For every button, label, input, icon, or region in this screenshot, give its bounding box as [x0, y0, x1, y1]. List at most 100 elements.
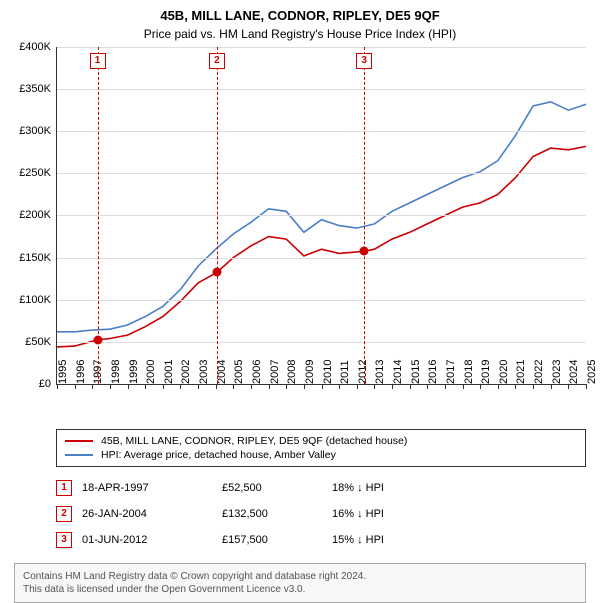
x-axis-label: 1997 [88, 359, 104, 383]
sale-price: £52,500 [222, 482, 322, 494]
x-axis-label: 1995 [53, 359, 69, 383]
footer-attribution: Contains HM Land Registry data © Crown c… [14, 563, 586, 603]
x-axis-label: 2007 [265, 359, 281, 383]
chart-title: 45B, MILL LANE, CODNOR, RIPLEY, DE5 9QF [0, 0, 600, 25]
sale-date: 01-JUN-2012 [82, 534, 212, 546]
gridline-h [57, 131, 586, 132]
y-axis-label: £100K [19, 294, 57, 306]
series-line-property [57, 146, 586, 347]
x-tick [57, 384, 58, 389]
y-axis-label: £250K [19, 167, 57, 179]
x-axis-label: 2021 [511, 359, 527, 383]
x-tick [92, 384, 93, 389]
y-axis-label: £50K [25, 336, 57, 348]
x-tick [586, 384, 587, 389]
x-axis-label: 2001 [159, 359, 175, 383]
x-axis-label: 2016 [423, 359, 439, 383]
gridline-h [57, 258, 586, 259]
legend-item: 45B, MILL LANE, CODNOR, RIPLEY, DE5 9QF … [65, 434, 577, 448]
x-tick [374, 384, 375, 389]
x-tick [233, 384, 234, 389]
sale-marker-dot [212, 268, 221, 277]
x-tick [480, 384, 481, 389]
x-axis-label: 2017 [441, 359, 457, 383]
x-axis-label: 2000 [141, 359, 157, 383]
series-line-hpi [57, 102, 586, 332]
x-axis-label: 2022 [529, 359, 545, 383]
x-axis-label: 2019 [476, 359, 492, 383]
x-tick [110, 384, 111, 389]
sale-marker-box: 1 [56, 480, 72, 496]
legend-label: 45B, MILL LANE, CODNOR, RIPLEY, DE5 9QF … [101, 435, 407, 447]
legend-swatch-hpi [65, 454, 93, 456]
x-axis-label: 2013 [370, 359, 386, 383]
gridline-h [57, 215, 586, 216]
sales-row: 1 18-APR-1997 £52,500 18% ↓ HPI [56, 475, 586, 501]
x-axis-label: 1996 [71, 359, 87, 383]
x-tick [286, 384, 287, 389]
sale-price: £157,500 [222, 534, 322, 546]
y-axis-label: £200K [19, 209, 57, 221]
gridline-h [57, 300, 586, 301]
x-axis-label: 1998 [106, 359, 122, 383]
x-tick [216, 384, 217, 389]
x-tick [410, 384, 411, 389]
x-tick [269, 384, 270, 389]
sale-delta: 16% ↓ HPI [332, 508, 442, 520]
y-axis-label: £400K [19, 41, 57, 53]
sale-delta: 18% ↓ HPI [332, 482, 442, 494]
x-axis-label: 2005 [229, 359, 245, 383]
chart-plot-area: £0£50K£100K£150K£200K£250K£300K£350K£400… [56, 47, 586, 385]
sale-price: £132,500 [222, 508, 322, 520]
sale-marker-dot [360, 247, 369, 256]
x-axis-label: 1999 [124, 359, 140, 383]
sale-marker-box: 1 [90, 53, 106, 69]
x-axis-label: 2025 [582, 359, 598, 383]
sale-date: 26-JAN-2004 [82, 508, 212, 520]
y-axis-label: £300K [19, 125, 57, 137]
x-tick [339, 384, 340, 389]
sale-marker-dashed-line [98, 47, 99, 384]
legend: 45B, MILL LANE, CODNOR, RIPLEY, DE5 9QF … [56, 429, 586, 467]
y-axis-label: £150K [19, 252, 57, 264]
y-axis-label: £350K [19, 83, 57, 95]
x-tick [145, 384, 146, 389]
x-axis-label: 2011 [335, 360, 351, 384]
x-tick [568, 384, 569, 389]
gridline-h [57, 89, 586, 90]
footer-line: Contains HM Land Registry data © Crown c… [23, 570, 577, 583]
legend-item: HPI: Average price, detached house, Ambe… [65, 448, 577, 462]
sales-row: 3 01-JUN-2012 £157,500 15% ↓ HPI [56, 527, 586, 553]
x-tick [198, 384, 199, 389]
x-tick [515, 384, 516, 389]
sale-marker-box: 3 [56, 532, 72, 548]
x-tick [463, 384, 464, 389]
footer-line: This data is licensed under the Open Gov… [23, 583, 577, 596]
sale-marker-dashed-line [364, 47, 365, 384]
x-axis-label: 2004 [212, 359, 228, 383]
x-axis-label: 2015 [406, 359, 422, 383]
x-axis-label: 2024 [564, 359, 580, 383]
sale-delta: 15% ↓ HPI [332, 534, 442, 546]
x-axis-label: 2014 [388, 359, 404, 383]
sale-marker-dashed-line [217, 47, 218, 384]
legend-swatch-property [65, 440, 93, 442]
x-tick [180, 384, 181, 389]
x-axis-label: 2009 [300, 359, 316, 383]
legend-label: HPI: Average price, detached house, Ambe… [101, 449, 336, 461]
sales-row: 2 26-JAN-2004 £132,500 16% ↓ HPI [56, 501, 586, 527]
sale-marker-box: 2 [209, 53, 225, 69]
x-tick [251, 384, 252, 389]
sale-date: 18-APR-1997 [82, 482, 212, 494]
x-tick [445, 384, 446, 389]
gridline-h [57, 47, 586, 48]
x-tick [533, 384, 534, 389]
x-axis-label: 2023 [547, 359, 563, 383]
x-axis-label: 2012 [353, 359, 369, 383]
x-tick [392, 384, 393, 389]
x-axis-label: 2003 [194, 359, 210, 383]
x-tick [357, 384, 358, 389]
x-axis-label: 2010 [318, 359, 334, 383]
sale-marker-box: 2 [56, 506, 72, 522]
x-tick [128, 384, 129, 389]
